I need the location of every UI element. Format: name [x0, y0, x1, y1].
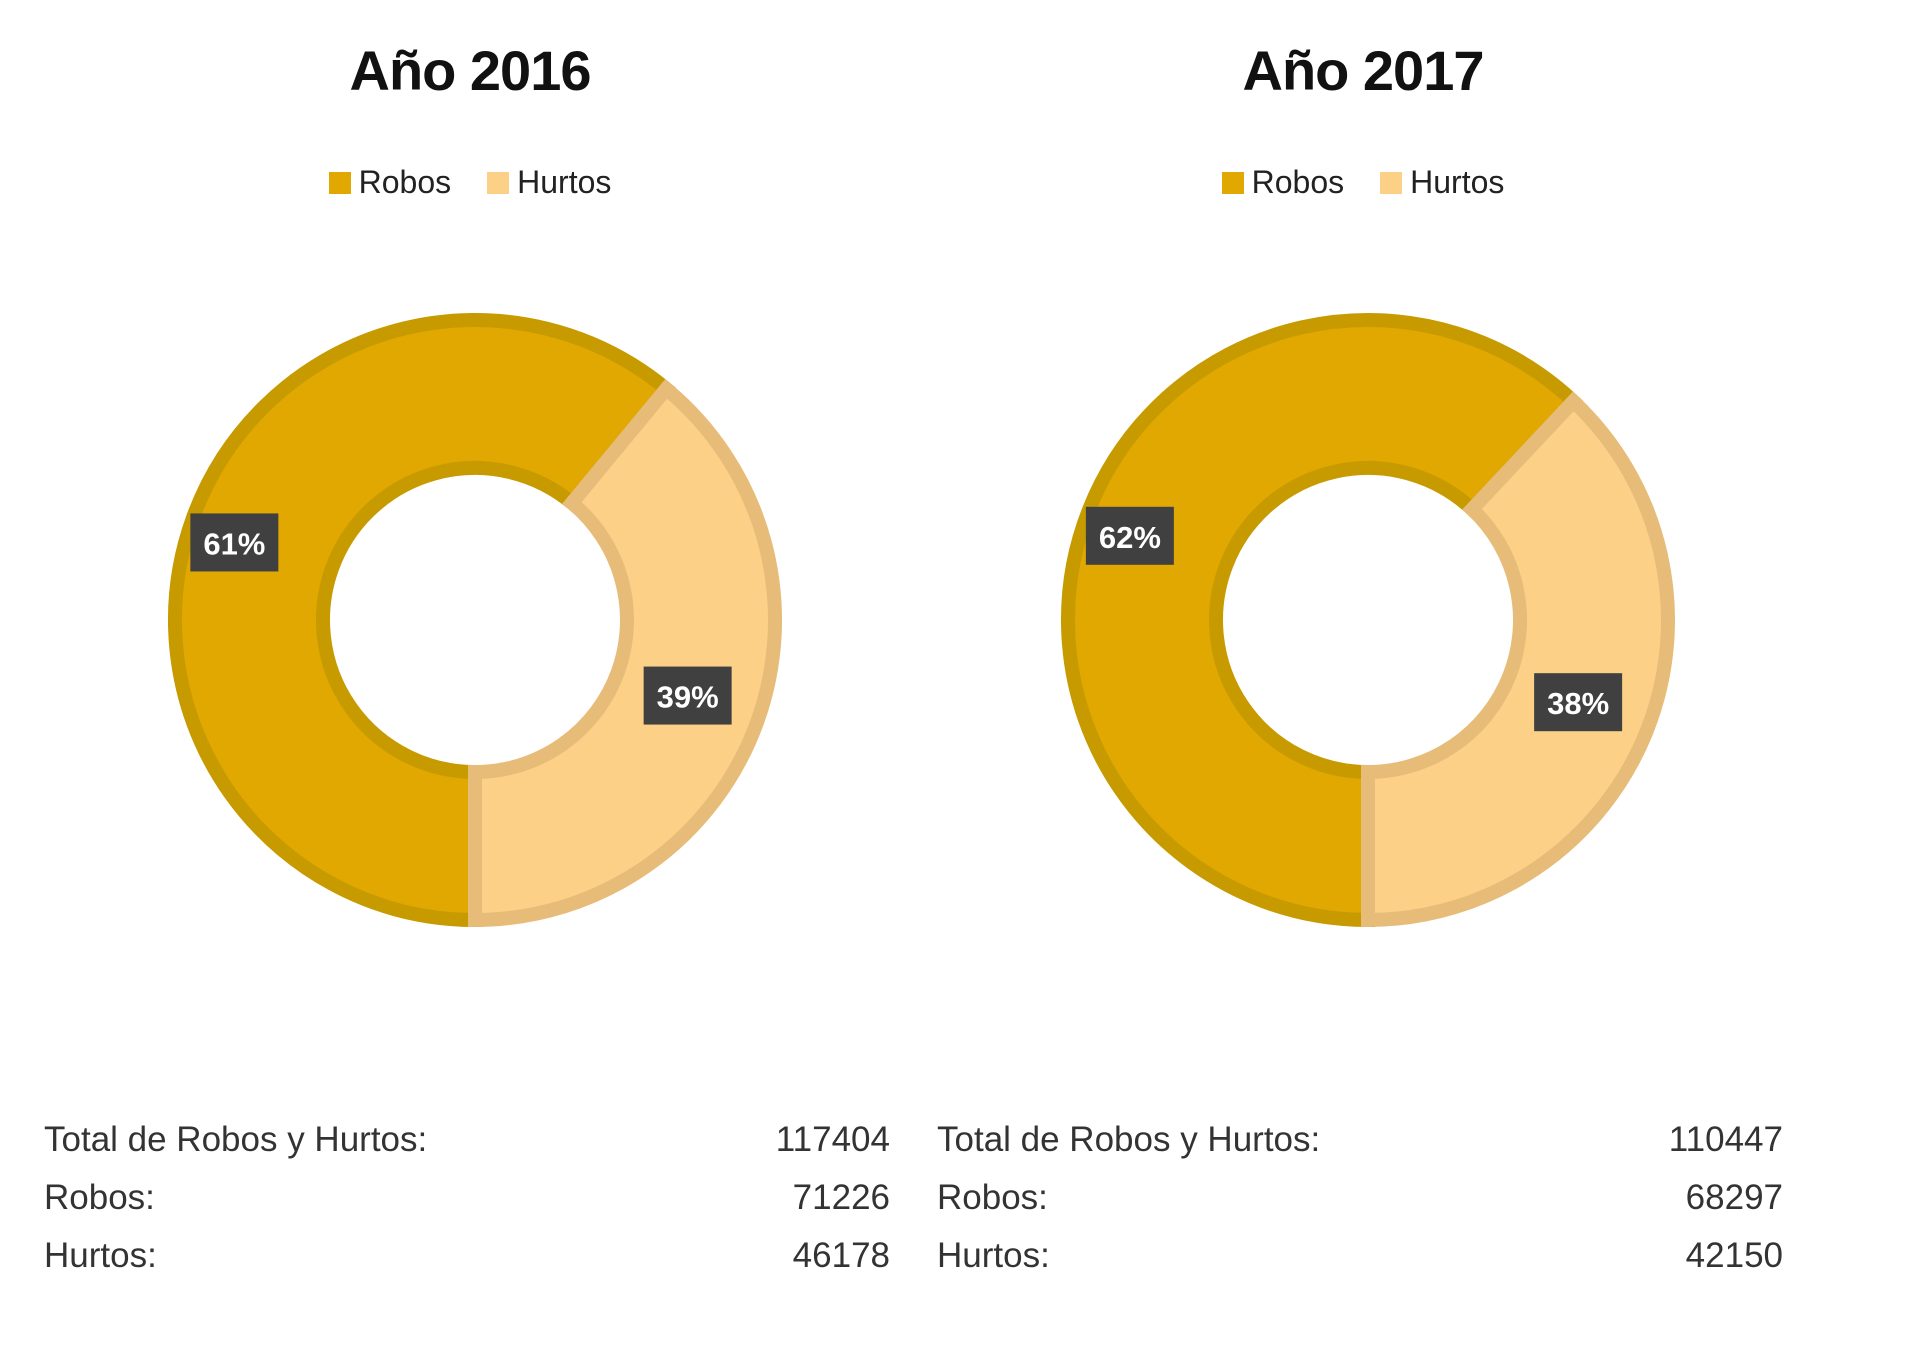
- legend-item-robos: Robos: [1221, 164, 1345, 201]
- stats-table: Total de Robos y Hurtos: 117404 Robos: 7…: [44, 1120, 890, 1294]
- legend-item-robos: Robos: [328, 164, 452, 201]
- data-label-text: 61%: [203, 526, 265, 561]
- stats-row-robos: Robos: 71226: [44, 1178, 890, 1236]
- data-label-box: [643, 666, 732, 725]
- data-label-hurtos: 38%: [1534, 673, 1623, 732]
- legend-label-robos: Robos: [358, 164, 452, 200]
- stats-label: Hurtos:: [44, 1236, 157, 1275]
- legend-item-hurtos: Hurtos: [1380, 164, 1504, 201]
- stats-value: 68297: [1685, 1178, 1783, 1217]
- legend-label-hurtos: Hurtos: [1410, 164, 1505, 200]
- slice-hurtos: [468, 378, 782, 928]
- data-label-box: [1085, 506, 1174, 565]
- chart-panel-2016: Año 2016 Robos Hurtos 61% 39% Total de Ro…: [0, 0, 900, 1359]
- stats-row-hurtos: Hurtos: 42150: [937, 1236, 1783, 1294]
- legend-swatch-hurtos: [487, 171, 510, 194]
- legend-swatch-robos: [328, 171, 351, 194]
- legend: Robos Hurtos: [893, 164, 1833, 201]
- data-label-text: 39%: [657, 680, 719, 715]
- stats-label: Hurtos:: [937, 1236, 1050, 1275]
- slice-robos: [1061, 313, 1584, 928]
- donut-chart: 62% 38%: [1061, 313, 1675, 928]
- chart-panel-2017: Año 2017 Robos Hurtos 62% 38% Total de Ro…: [893, 0, 1793, 1359]
- stats-row-total: Total de Robos y Hurtos: 110447: [937, 1120, 1783, 1178]
- legend-item-hurtos: Hurtos: [487, 164, 611, 201]
- stats-table: Total de Robos y Hurtos: 110447 Robos: 6…: [937, 1120, 1783, 1294]
- stats-label: Robos:: [937, 1178, 1048, 1217]
- donut-chart: 61% 39%: [168, 313, 782, 928]
- data-label-box: [1534, 673, 1623, 732]
- stats-label: Total de Robos y Hurtos:: [937, 1120, 1321, 1159]
- data-label-text: 62%: [1099, 520, 1161, 555]
- legend-swatch-robos: [1221, 171, 1244, 194]
- chart-title: Año 2016: [349, 39, 592, 102]
- data-label-robos: 61%: [190, 513, 279, 572]
- legend: Robos Hurtos: [0, 164, 940, 201]
- stats-label: Total de Robos y Hurtos:: [44, 1120, 428, 1159]
- stats-value: 42150: [1685, 1236, 1783, 1275]
- data-label-text: 38%: [1547, 686, 1609, 721]
- legend-label-hurtos: Hurtos: [517, 164, 612, 200]
- data-label-box: [190, 513, 279, 572]
- stats-value: 117404: [775, 1120, 890, 1159]
- legend-label-robos: Robos: [1251, 164, 1345, 200]
- stats-value: 110447: [1668, 1120, 1783, 1159]
- slice-robos: [168, 313, 677, 928]
- stats-row-robos: Robos: 68297: [937, 1178, 1783, 1236]
- stats-label: Robos:: [44, 1178, 155, 1217]
- stats-value: 46178: [792, 1236, 890, 1275]
- slice-hurtos: [1361, 391, 1675, 928]
- stats-value: 71226: [792, 1178, 890, 1217]
- chart-title: Año 2017: [1242, 39, 1485, 102]
- data-label-robos: 62%: [1085, 506, 1174, 565]
- legend-swatch-hurtos: [1380, 171, 1403, 194]
- stats-row-total: Total de Robos y Hurtos: 117404: [44, 1120, 890, 1178]
- data-label-hurtos: 39%: [643, 666, 732, 725]
- stats-row-hurtos: Hurtos: 46178: [44, 1236, 890, 1294]
